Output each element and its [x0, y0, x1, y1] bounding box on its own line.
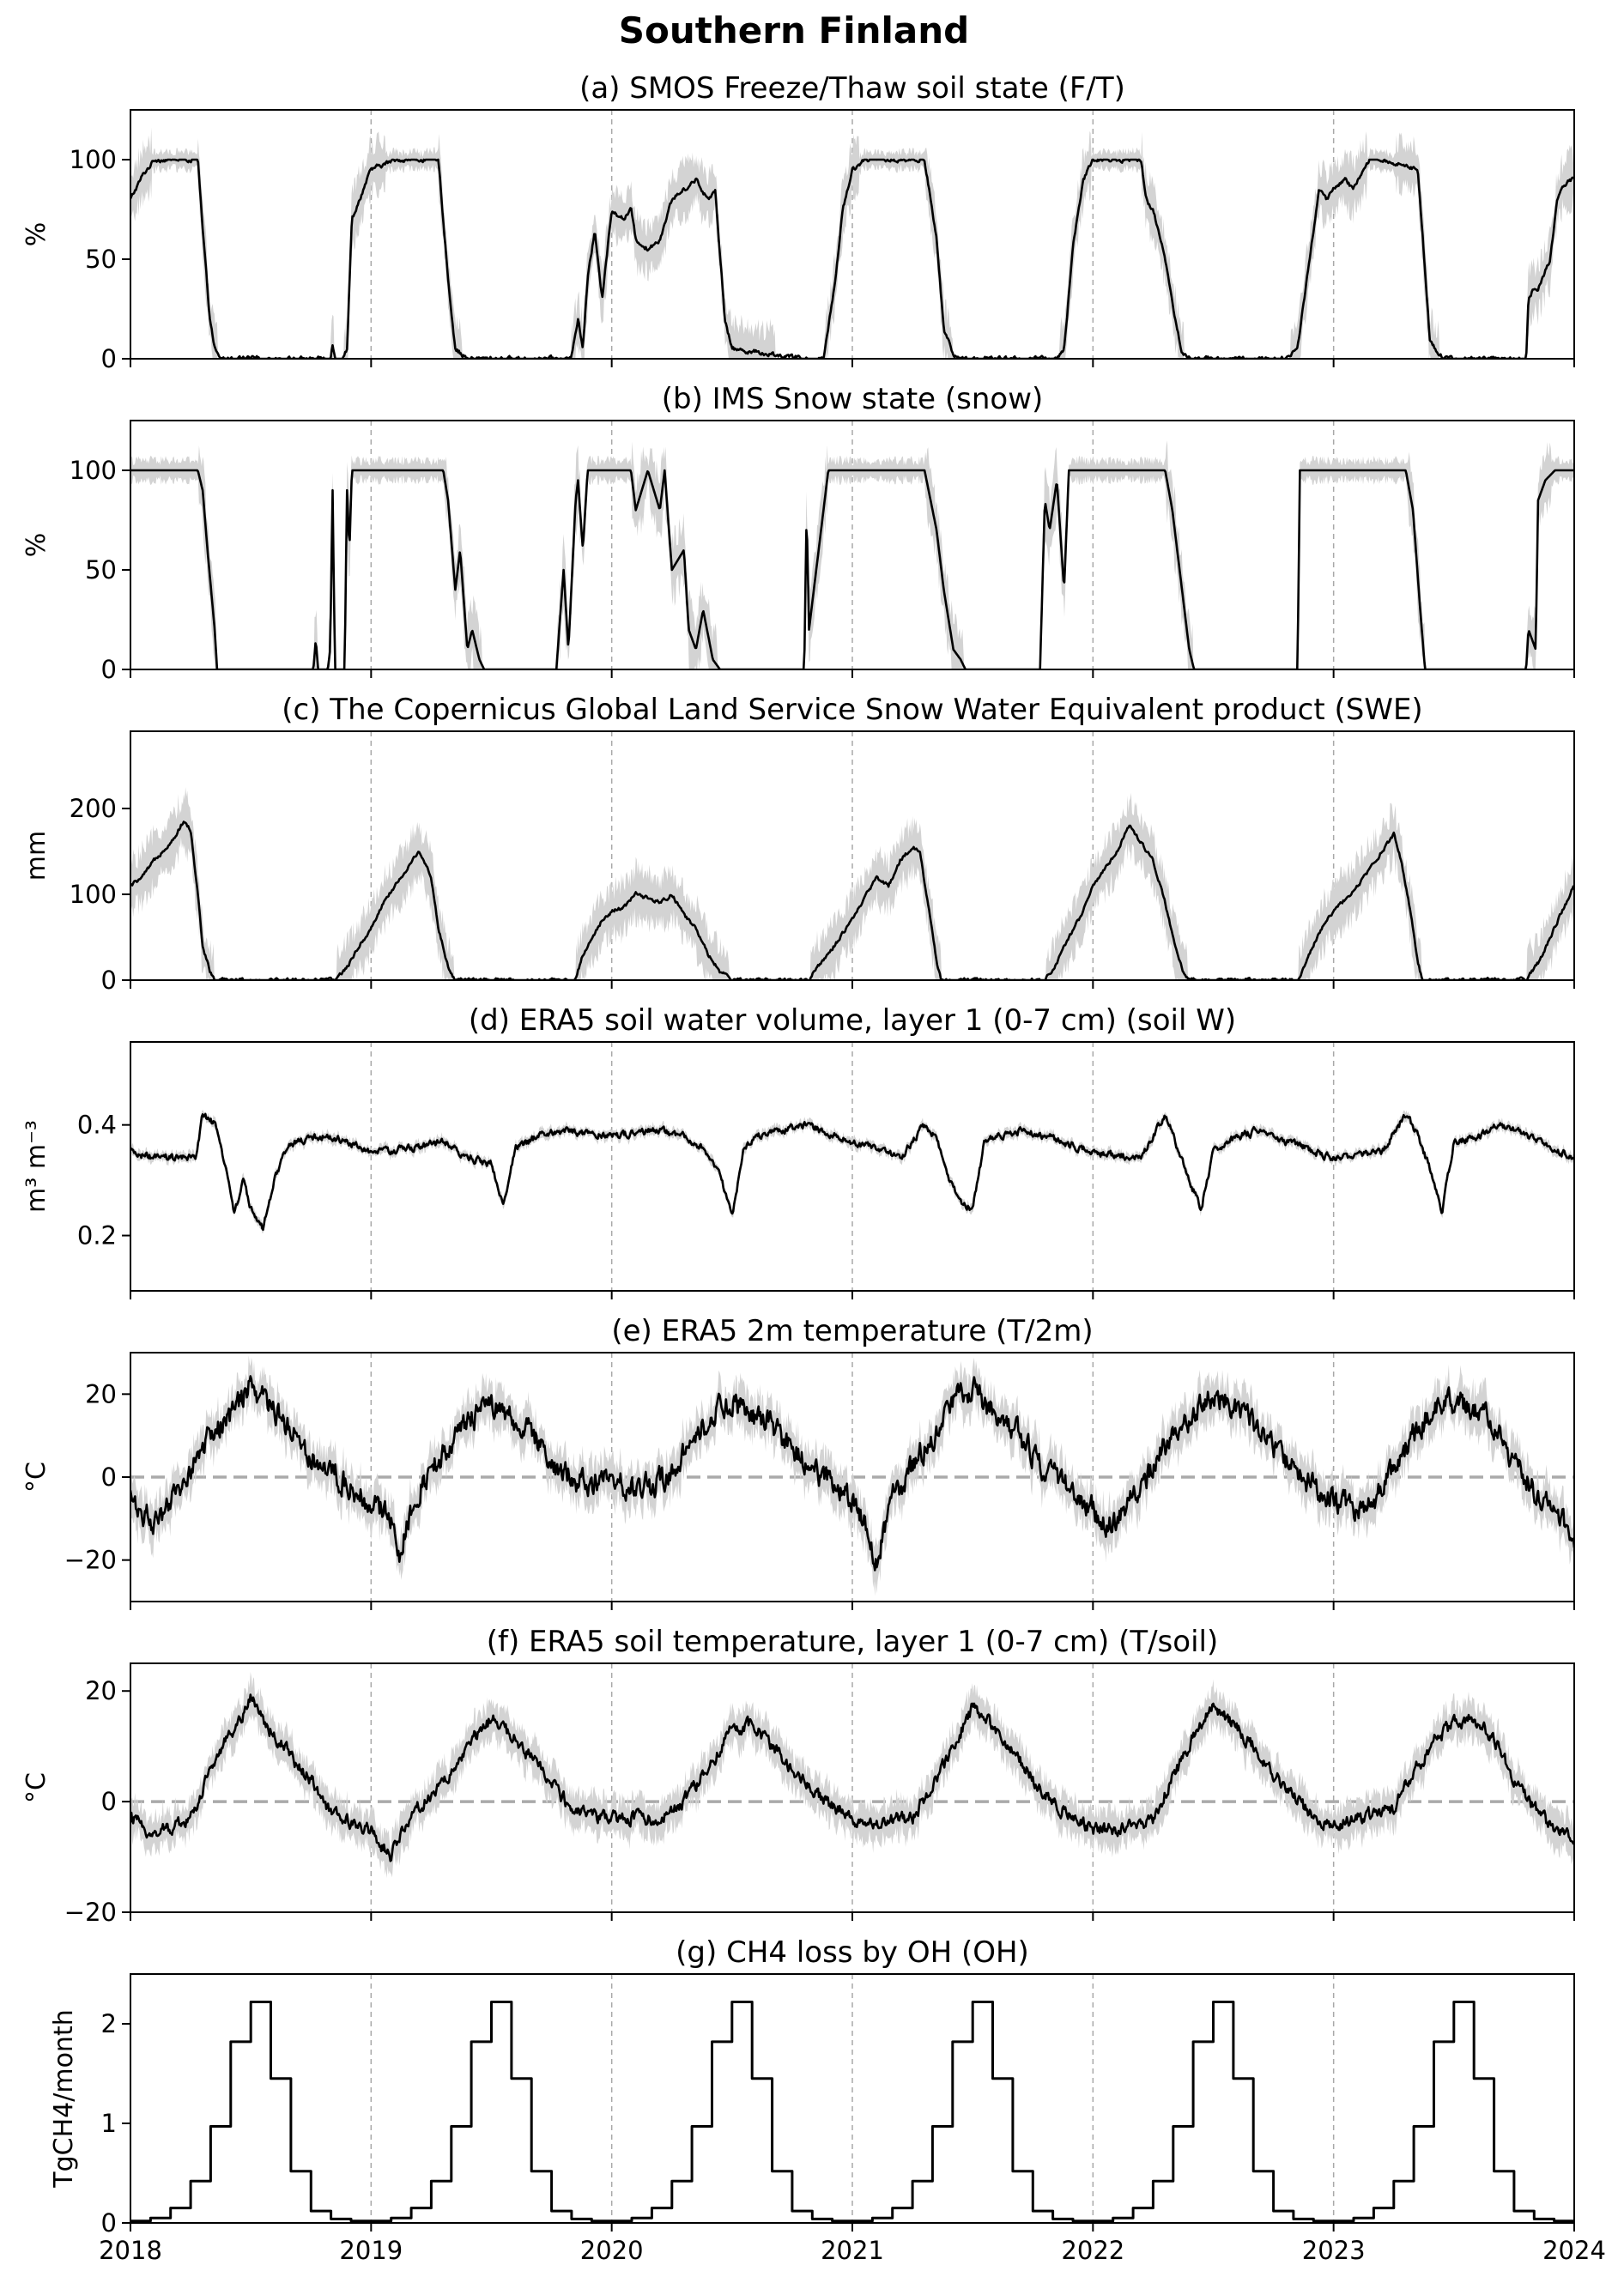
panel-t2m: (e) ERA5 2m temperature (T/2m) °C −20 0 20 — [21, 1314, 1575, 1610]
panels: (a) SMOS Freeze/Thaw soil state (F/T)% 0 5… — [21, 71, 1606, 2265]
panel-swe: (c) The Copernicus Global Land Service S… — [21, 693, 1575, 995]
y-tick-label: 0 — [101, 344, 117, 373]
y-axis-label: TgCH4/month — [49, 2009, 79, 2188]
panel-title: (c) The Copernicus Global Land Service S… — [282, 693, 1422, 727]
series-line — [130, 1693, 1574, 1862]
series-line — [130, 821, 1574, 980]
y-tick-label: 20 — [85, 1379, 117, 1408]
y-tick-label: 50 — [85, 555, 117, 584]
x-tick-label: 2022 — [1061, 2236, 1124, 2265]
figure-title: Southern Finland — [619, 9, 969, 51]
x-tick-label: 2019 — [339, 2236, 403, 2265]
panel-title: (g) CH4 loss by OH (OH) — [676, 1935, 1029, 1970]
panel-title: (e) ERA5 2m temperature (T/2m) — [611, 1314, 1093, 1348]
y-tick-label: 100 — [70, 880, 117, 909]
series-line — [130, 1375, 1574, 1571]
panel-oh: (g) CH4 loss by OH (OH) TgCH4/month 0 1 2 201… — [49, 1935, 1606, 2265]
uncertainty-band — [130, 1355, 1574, 1596]
y-axis-label: °C — [21, 1772, 52, 1803]
panel-title: (b) IMS Snow state (snow) — [662, 382, 1044, 416]
y-tick-label: 200 — [70, 794, 117, 823]
series-line — [130, 1112, 1574, 1232]
y-tick-label: 100 — [70, 145, 117, 174]
plot-area — [130, 1355, 1574, 1596]
x-tick-label: 2021 — [821, 2236, 884, 2265]
x-tick-label: 2020 — [580, 2236, 644, 2265]
panel-title: (f) ERA5 soil temperature, layer 1 (0-7 … — [487, 1625, 1218, 1659]
y-tick-label: −20 — [64, 1898, 117, 1927]
uncertainty-band — [130, 787, 1574, 980]
y-tick-label: 0 — [101, 966, 117, 995]
y-tick-label: 50 — [85, 245, 117, 274]
plot-area — [130, 440, 1574, 669]
y-tick-label: 0.2 — [77, 1221, 117, 1251]
series-line — [130, 2001, 1574, 2223]
y-tick-label: −20 — [64, 1546, 117, 1575]
panel-ft: (a) SMOS Freeze/Thaw soil state (F/T)% 0 5… — [21, 71, 1575, 373]
panel-title: (a) SMOS Freeze/Thaw soil state (F/T) — [579, 71, 1125, 106]
series-line — [130, 469, 1574, 669]
x-tick-label: 2018 — [99, 2236, 162, 2265]
panel-tsoil: (f) ERA5 soil temperature, layer 1 (0-7 … — [21, 1625, 1575, 1927]
y-tick-label: 0 — [101, 655, 117, 684]
series-line — [130, 158, 1574, 359]
y-tick-label: 0.4 — [77, 1111, 117, 1140]
panel-snow: (b) IMS Snow state (snow)% 0 50 100 — [21, 382, 1575, 684]
y-tick-label: 2 — [101, 2009, 117, 2038]
y-tick-label: 1 — [101, 2109, 117, 2138]
y-tick-label: 100 — [70, 456, 117, 485]
panel-title: (d) ERA5 soil water volume, layer 1 (0-7… — [469, 1003, 1236, 1038]
plot-area — [130, 1671, 1574, 1879]
y-tick-label: 0 — [101, 1787, 117, 1816]
plot-area — [130, 787, 1574, 980]
y-axis-label: % — [21, 222, 52, 247]
y-tick-label: 0 — [101, 1462, 117, 1492]
panel-soilw: (d) ERA5 soil water volume, layer 1 (0-7… — [21, 1003, 1575, 1299]
y-tick-label: 20 — [85, 1676, 117, 1705]
plot-area — [130, 2001, 1574, 2223]
y-axis-label: % — [21, 533, 52, 558]
x-tick-label: 2023 — [1302, 2236, 1366, 2265]
y-tick-label: 0 — [101, 2208, 117, 2238]
plot-area — [130, 127, 1574, 359]
x-tick-label: 2024 — [1542, 2236, 1606, 2265]
plot-area — [130, 1110, 1574, 1233]
y-axis-label: °C — [21, 1462, 52, 1493]
y-axis-label: m³ m⁻³ — [21, 1120, 52, 1213]
y-axis-label: mm — [21, 831, 52, 881]
